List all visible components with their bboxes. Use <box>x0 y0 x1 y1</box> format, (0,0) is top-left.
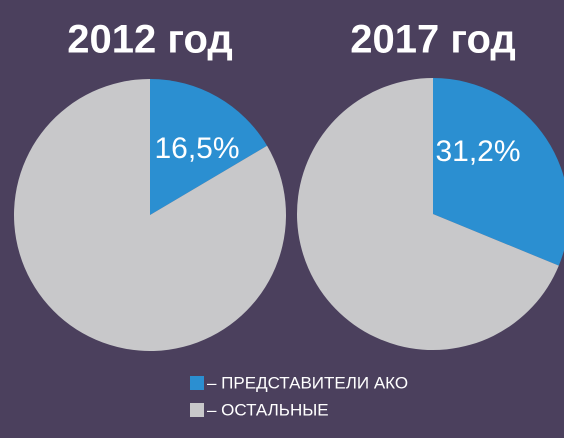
pie-slice <box>433 78 564 266</box>
legend-swatch <box>190 403 204 417</box>
legend-swatch <box>190 376 204 390</box>
legend-label: – ОСТАЛЬНЫЕ <box>207 400 329 419</box>
pie-slice <box>296 78 559 350</box>
pie-slice <box>150 79 268 215</box>
chart-title: 2012 год <box>67 18 233 62</box>
chart-title: 2017 год <box>350 18 516 62</box>
value-label: 31,2% <box>435 135 520 168</box>
value-label: 16,5% <box>154 132 239 165</box>
legend-label: – ПРЕДСТАВИТЕЛИ АКО <box>207 373 408 392</box>
pie-slice <box>14 79 287 352</box>
